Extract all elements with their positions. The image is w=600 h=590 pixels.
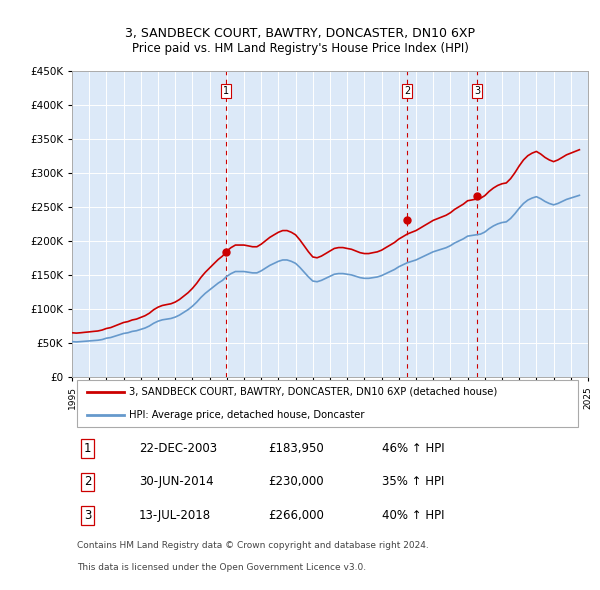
Text: 13-JUL-2018: 13-JUL-2018 (139, 509, 211, 522)
Text: 40% ↑ HPI: 40% ↑ HPI (382, 509, 444, 522)
Text: 46% ↑ HPI: 46% ↑ HPI (382, 442, 444, 455)
Text: 35% ↑ HPI: 35% ↑ HPI (382, 476, 444, 489)
Text: 3: 3 (474, 86, 480, 96)
Text: 3: 3 (84, 509, 91, 522)
Text: Price paid vs. HM Land Registry's House Price Index (HPI): Price paid vs. HM Land Registry's House … (131, 42, 469, 55)
FancyBboxPatch shape (77, 379, 578, 427)
Text: 2: 2 (84, 476, 91, 489)
Text: £183,950: £183,950 (268, 442, 324, 455)
Text: £230,000: £230,000 (268, 476, 324, 489)
Text: 1: 1 (84, 442, 91, 455)
Text: 1: 1 (223, 86, 229, 96)
Text: 30-JUN-2014: 30-JUN-2014 (139, 476, 214, 489)
Text: HPI: Average price, detached house, Doncaster: HPI: Average price, detached house, Donc… (129, 410, 364, 419)
Text: 2: 2 (404, 86, 410, 96)
Text: 3, SANDBECK COURT, BAWTRY, DONCASTER, DN10 6XP: 3, SANDBECK COURT, BAWTRY, DONCASTER, DN… (125, 27, 475, 40)
Text: 22-DEC-2003: 22-DEC-2003 (139, 442, 217, 455)
Text: 3, SANDBECK COURT, BAWTRY, DONCASTER, DN10 6XP (detached house): 3, SANDBECK COURT, BAWTRY, DONCASTER, DN… (129, 386, 497, 396)
Text: This data is licensed under the Open Government Licence v3.0.: This data is licensed under the Open Gov… (77, 563, 366, 572)
Text: £266,000: £266,000 (268, 509, 324, 522)
Text: Contains HM Land Registry data © Crown copyright and database right 2024.: Contains HM Land Registry data © Crown c… (77, 541, 429, 550)
